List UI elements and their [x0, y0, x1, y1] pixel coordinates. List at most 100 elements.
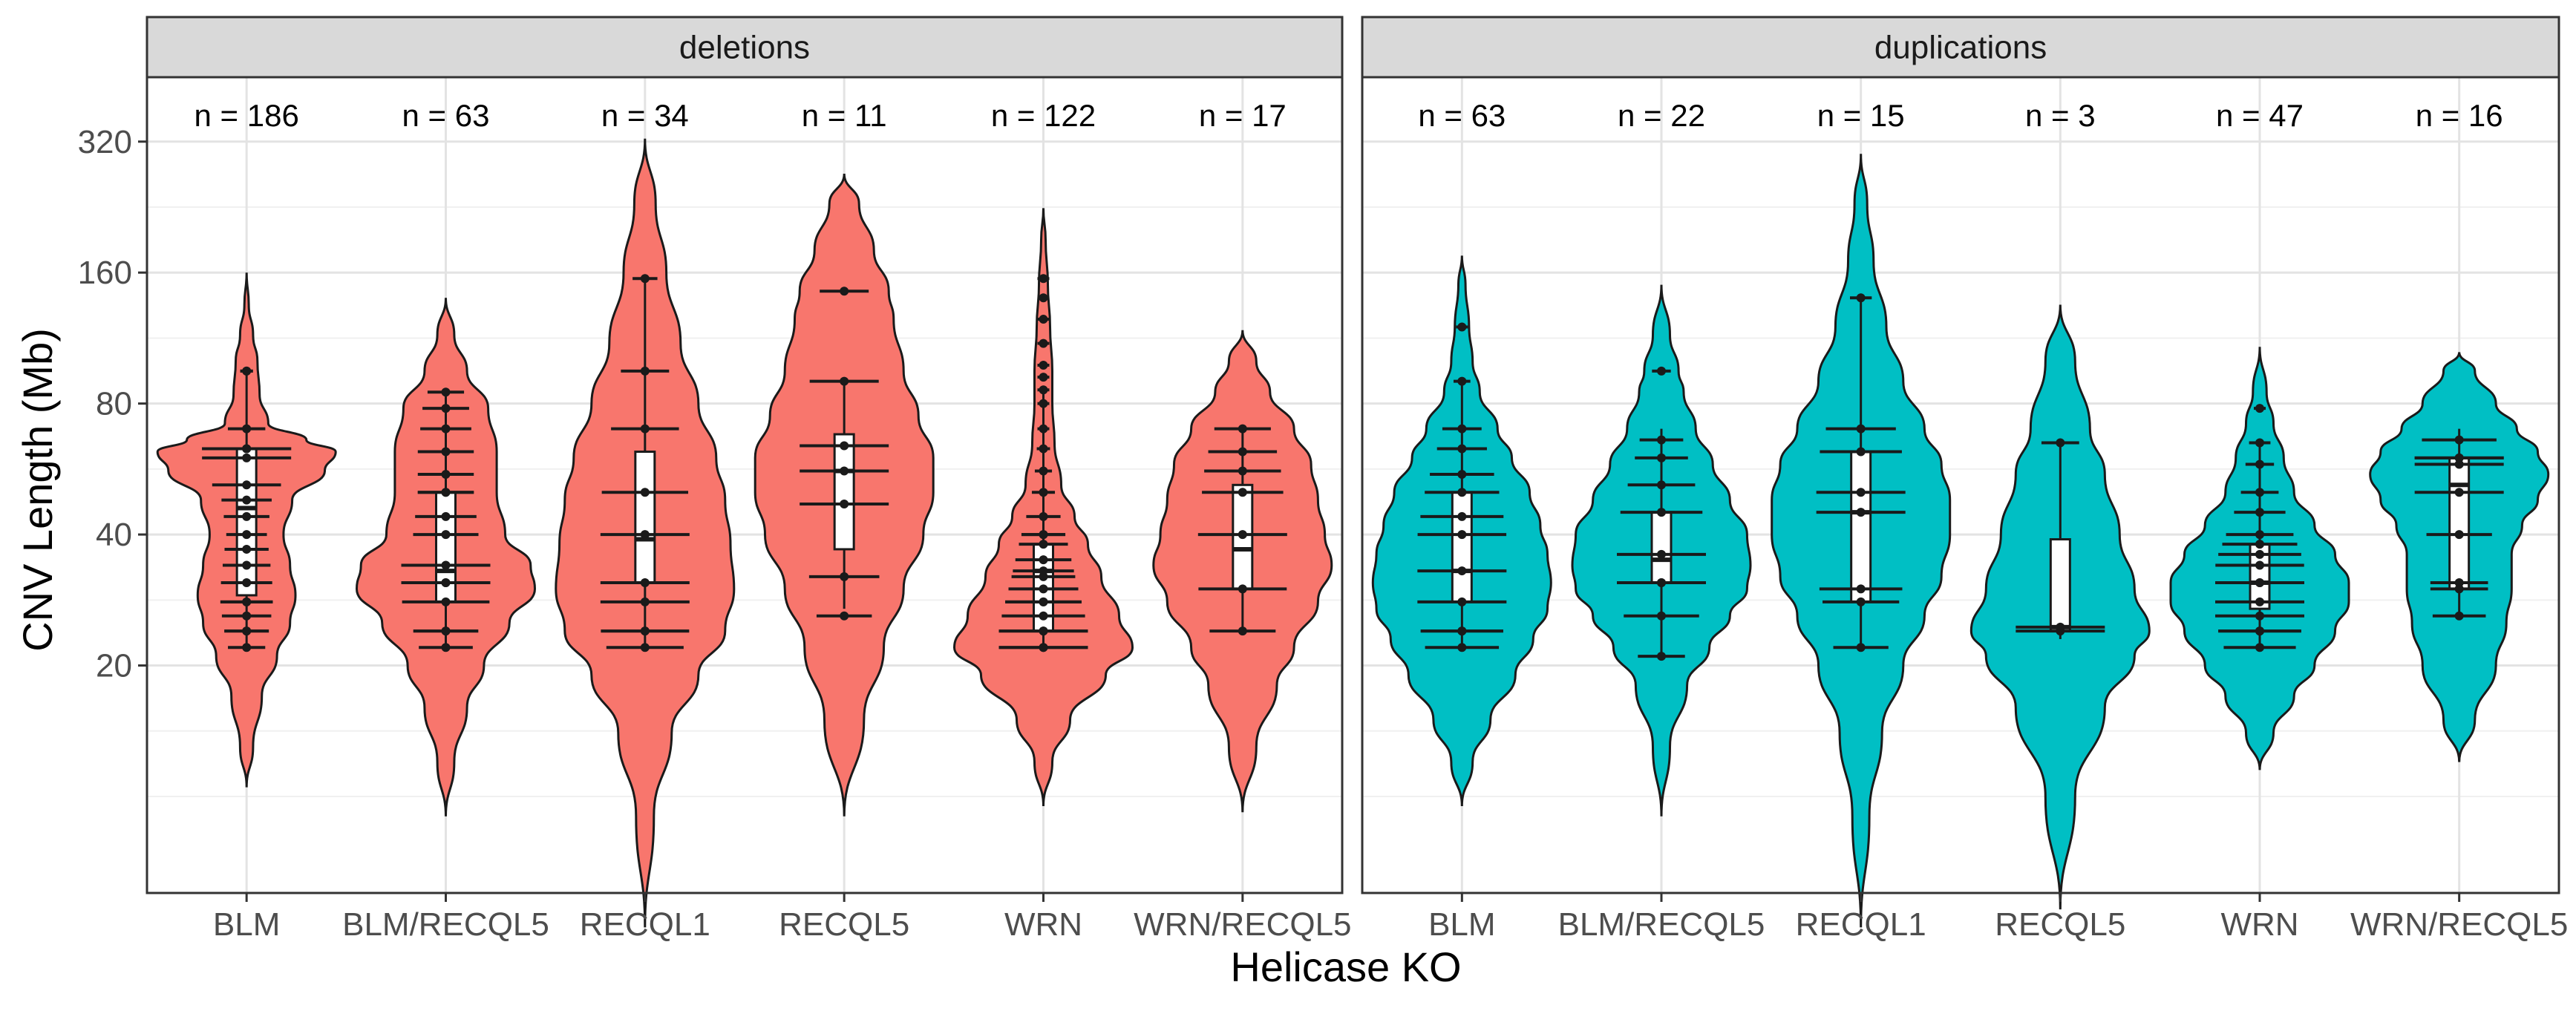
data-point — [1039, 511, 1048, 521]
data-point — [242, 597, 252, 606]
group-duplications-BLM — [1371, 254, 1552, 807]
data-point — [441, 404, 451, 413]
data-point — [1457, 626, 1467, 636]
n-label: n = 34 — [601, 98, 689, 133]
x-tick-label: WRN — [2220, 906, 2298, 943]
n-label: n = 122 — [991, 98, 1096, 133]
data-point — [1856, 584, 1866, 594]
data-point — [2454, 435, 2464, 445]
box — [235, 447, 258, 597]
data-point — [1238, 466, 1247, 476]
data-point — [1856, 643, 1866, 652]
group-duplications-RECQL5 — [1969, 304, 2151, 910]
box — [1850, 451, 1872, 603]
data-point — [1457, 424, 1467, 433]
x-tick-label: WRN/RECQL5 — [2350, 906, 2568, 943]
y-tick-label: 40 — [96, 517, 132, 553]
data-point — [1238, 424, 1247, 433]
data-point — [2454, 584, 2464, 594]
data-point — [1457, 376, 1467, 386]
data-point — [1457, 511, 1467, 521]
panel-background — [147, 77, 1342, 893]
data-point — [2454, 578, 2464, 587]
data-point — [441, 530, 451, 540]
data-point — [242, 511, 252, 521]
data-point — [441, 470, 451, 480]
data-point — [640, 530, 650, 540]
y-tick-label: 80 — [96, 386, 132, 422]
group-deletions-WRN — [952, 206, 1134, 807]
group-deletions-WRN-RECQL5 — [1152, 328, 1333, 813]
data-point — [1039, 373, 1048, 382]
data-point — [1039, 424, 1048, 433]
data-point — [640, 643, 650, 652]
data-point — [840, 611, 849, 621]
box — [833, 433, 855, 551]
data-point — [1039, 360, 1048, 370]
x-tick-label: RECQL1 — [580, 906, 710, 943]
data-point — [2255, 597, 2264, 606]
data-point — [1238, 584, 1247, 594]
data-point — [1856, 488, 1866, 497]
data-point — [1039, 611, 1048, 621]
data-point — [1039, 540, 1048, 549]
data-point — [1457, 643, 1467, 652]
data-point — [1657, 480, 1666, 490]
data-point — [1039, 566, 1048, 576]
n-label: n = 17 — [1199, 98, 1287, 133]
data-point — [1039, 338, 1048, 348]
n-label: n = 15 — [1817, 98, 1905, 133]
data-point — [2255, 488, 2264, 497]
data-point — [242, 626, 252, 636]
data-point — [441, 626, 451, 636]
data-point — [840, 572, 849, 581]
box — [634, 451, 656, 584]
data-point — [1238, 530, 1247, 540]
panel-duplications: n = 63 n = 22 n = 15 n = 3 n = 47 n = 16 dupli… — [1361, 16, 2568, 943]
data-point — [242, 495, 252, 505]
data-point — [1039, 643, 1048, 652]
data-point — [242, 560, 252, 570]
data-point — [2454, 453, 2464, 462]
data-point — [1039, 385, 1048, 395]
data-point — [441, 643, 451, 652]
data-point — [1039, 444, 1048, 454]
data-point — [1657, 578, 1666, 587]
x-tick-label: BLM — [1428, 906, 1495, 943]
x-tick-label: BLM/RECQL5 — [342, 906, 549, 943]
data-point — [840, 287, 849, 296]
data-point — [2056, 622, 2065, 632]
data-point — [2056, 438, 2065, 448]
data-point — [1457, 470, 1467, 480]
data-point — [640, 424, 650, 433]
data-point — [1457, 566, 1467, 576]
data-point — [2255, 540, 2264, 549]
data-point — [2454, 459, 2464, 469]
data-point — [1657, 366, 1666, 376]
data-point — [1039, 399, 1048, 408]
data-point — [640, 274, 650, 284]
data-point — [1238, 626, 1247, 636]
data-point — [441, 511, 451, 521]
data-point — [1657, 508, 1666, 517]
data-point — [1039, 488, 1048, 497]
data-point — [840, 500, 849, 509]
strip-label: deletions — [679, 30, 810, 66]
data-point — [2255, 508, 2264, 517]
strip-background — [146, 16, 1344, 79]
x-tick-label: BLM — [213, 906, 280, 943]
panel-background — [1362, 77, 2559, 893]
data-point — [2255, 626, 2264, 636]
data-point — [840, 376, 849, 386]
x-tick-label: BLM/RECQL5 — [1558, 906, 1765, 943]
strip-label: duplications — [1874, 30, 2047, 66]
data-point — [1856, 447, 1866, 457]
y-axis-title: CNV Length (Mb) — [14, 328, 61, 652]
strip-background — [1361, 16, 2560, 79]
n-label: n = 3 — [2025, 98, 2096, 133]
n-label: n = 63 — [1418, 98, 1506, 133]
data-point — [441, 578, 451, 587]
data-point — [1856, 508, 1866, 517]
data-point — [2255, 611, 2264, 621]
